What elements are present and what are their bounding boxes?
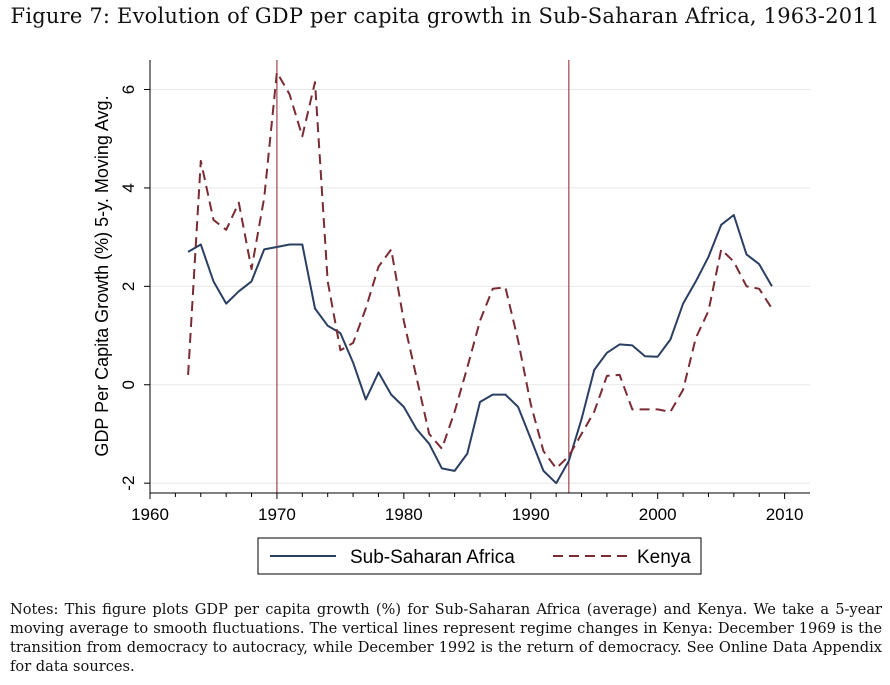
legend-label-kenya: Kenya: [637, 547, 691, 568]
axes: [149, 60, 810, 494]
series-lines: [187, 71, 773, 485]
gridlines: [150, 89, 810, 484]
x-ticks: 1960 1970 1980 1990 2000 2010: [131, 493, 804, 524]
x-tick-label: 1970: [258, 505, 296, 524]
legend: Sub-Saharan Africa Kenya: [257, 537, 702, 575]
y-tick-label: 6: [119, 85, 138, 94]
x-tick-label: 2010: [766, 505, 804, 524]
y-tick-label: 0: [119, 380, 138, 389]
y-tick-label: 4: [119, 183, 138, 192]
y-axis-label: GDP Per Capita Growth (%) 5-y. Moving Av…: [92, 95, 112, 456]
y-tick-label: 2: [119, 282, 138, 291]
x-tick-label: 1990: [512, 505, 550, 524]
x-tick-label: 2000: [639, 505, 677, 524]
y-tick-label: -2: [119, 476, 138, 491]
y-ticks: -2 0 2 4 6: [119, 85, 150, 491]
series-line-ssa: [187, 214, 773, 485]
x-tick-label: 1980: [385, 505, 423, 524]
series-line-kenya: [187, 71, 773, 470]
legend-label-ssa: Sub-Saharan Africa: [350, 547, 515, 568]
figure-notes: Notes: This figure plots GDP per capita …: [10, 601, 882, 675]
line-chart: 1960 1970 1980 1990 2000 2010 -2 0 2 4 6 GDP Per …: [92, 60, 810, 575]
x-tick-label: 1960: [131, 505, 169, 524]
regime-change-lines: [276, 60, 570, 493]
figure-title: Figure 7: Evolution of GDP per capita gr…: [10, 4, 880, 28]
